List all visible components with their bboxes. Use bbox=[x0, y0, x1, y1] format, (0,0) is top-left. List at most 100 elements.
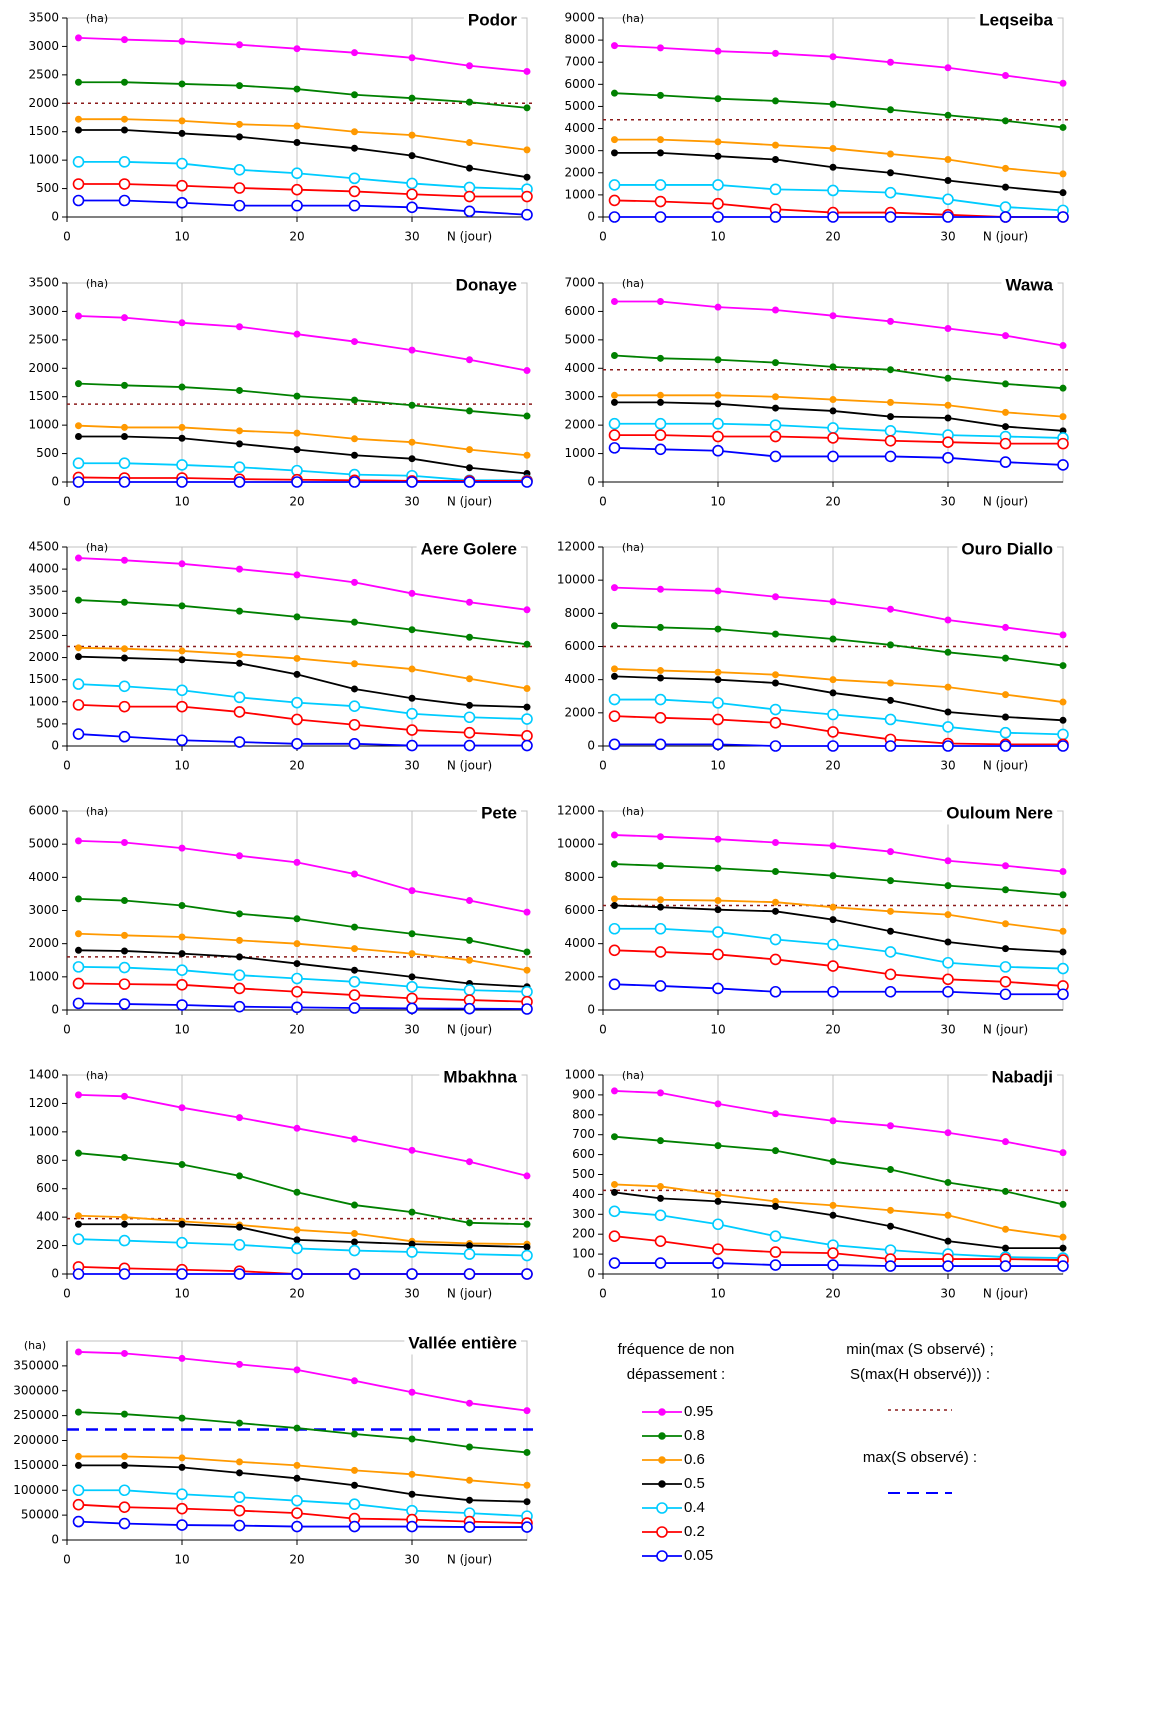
data-point bbox=[1003, 165, 1009, 171]
data-point bbox=[943, 974, 953, 984]
series-line bbox=[79, 437, 528, 474]
data-point bbox=[409, 1209, 415, 1215]
data-point bbox=[292, 739, 302, 749]
data-point bbox=[656, 739, 666, 749]
chart-title: Podor bbox=[468, 10, 517, 29]
data-point bbox=[294, 614, 300, 620]
data-point bbox=[524, 413, 530, 419]
data-point bbox=[830, 690, 836, 696]
legend-marker bbox=[657, 1527, 667, 1537]
data-point bbox=[886, 969, 896, 979]
data-point bbox=[237, 1115, 243, 1121]
series-line bbox=[615, 716, 1064, 744]
data-point bbox=[886, 741, 896, 751]
data-point bbox=[522, 1522, 532, 1532]
data-point bbox=[177, 1269, 187, 1279]
data-point bbox=[237, 441, 243, 447]
data-point bbox=[177, 159, 187, 169]
data-point bbox=[828, 185, 838, 195]
y-tick-label: 6000 bbox=[564, 304, 595, 318]
data-point bbox=[888, 697, 894, 703]
data-point bbox=[830, 904, 836, 910]
data-point bbox=[352, 967, 358, 973]
series-line bbox=[79, 1465, 528, 1501]
data-point bbox=[943, 453, 953, 463]
data-point bbox=[945, 883, 951, 889]
data-point bbox=[352, 1482, 358, 1488]
data-point bbox=[409, 1491, 415, 1497]
data-point bbox=[888, 59, 894, 65]
data-point bbox=[237, 660, 243, 666]
data-point bbox=[179, 657, 185, 663]
data-point bbox=[658, 897, 664, 903]
data-point bbox=[713, 180, 723, 190]
x-tick-label: 30 bbox=[940, 1287, 955, 1301]
data-point bbox=[612, 1189, 618, 1195]
data-point bbox=[407, 1003, 417, 1013]
series-line bbox=[615, 185, 1064, 210]
data-point bbox=[1001, 1261, 1011, 1271]
data-point bbox=[945, 939, 951, 945]
x-tick-label: 10 bbox=[174, 1287, 189, 1301]
data-point bbox=[830, 397, 836, 403]
y-tick-label: 3500 bbox=[28, 11, 59, 25]
series-line bbox=[79, 1239, 528, 1255]
data-point bbox=[888, 367, 894, 373]
y-tick-label: 3000 bbox=[28, 606, 59, 620]
legend-label: 0.6 bbox=[684, 1451, 705, 1468]
data-point bbox=[610, 180, 620, 190]
data-point bbox=[235, 1269, 245, 1279]
y-tick-label: 1500 bbox=[28, 389, 59, 403]
data-point bbox=[612, 352, 618, 358]
data-point bbox=[524, 368, 530, 374]
y-tick-label: 1500 bbox=[28, 124, 59, 138]
data-point bbox=[713, 199, 723, 209]
y-tick-label: 1000 bbox=[28, 1124, 59, 1138]
data-point bbox=[658, 92, 664, 98]
data-point bbox=[713, 1258, 723, 1268]
data-point bbox=[235, 1492, 245, 1502]
data-point bbox=[945, 1212, 951, 1218]
data-point bbox=[773, 405, 779, 411]
data-point bbox=[524, 1408, 530, 1414]
data-point bbox=[409, 439, 415, 445]
x-tick-label: 20 bbox=[825, 495, 840, 509]
data-point bbox=[522, 1004, 532, 1014]
data-point bbox=[409, 132, 415, 138]
data-point bbox=[179, 1355, 185, 1361]
y-axis-label: (ha) bbox=[86, 541, 108, 554]
data-point bbox=[830, 843, 836, 849]
data-point bbox=[409, 1147, 415, 1153]
data-point bbox=[294, 916, 300, 922]
data-point bbox=[715, 669, 721, 675]
data-point bbox=[830, 873, 836, 879]
data-point bbox=[122, 1462, 128, 1468]
y-tick-label: 150000 bbox=[13, 1458, 59, 1472]
data-point bbox=[74, 1485, 84, 1495]
y-tick-label: 3000 bbox=[28, 304, 59, 318]
data-point bbox=[522, 714, 532, 724]
data-point bbox=[294, 572, 300, 578]
x-tick-label: 20 bbox=[289, 1553, 304, 1567]
data-point bbox=[656, 695, 666, 705]
data-point bbox=[409, 590, 415, 596]
data-point bbox=[524, 1482, 530, 1488]
x-tick-label: 0 bbox=[599, 495, 607, 509]
y-tick-label: 6000 bbox=[564, 77, 595, 91]
data-point bbox=[292, 714, 302, 724]
data-point bbox=[945, 858, 951, 864]
data-point bbox=[828, 1260, 838, 1270]
data-point bbox=[350, 173, 360, 183]
y-tick-label: 300000 bbox=[13, 1383, 59, 1397]
data-point bbox=[943, 1261, 953, 1271]
data-point bbox=[658, 1090, 664, 1096]
data-point bbox=[294, 1367, 300, 1373]
data-point bbox=[179, 903, 185, 909]
y-tick-label: 4500 bbox=[28, 540, 59, 554]
data-point bbox=[235, 692, 245, 702]
data-point bbox=[352, 946, 358, 952]
data-point bbox=[830, 1118, 836, 1124]
series-line bbox=[615, 626, 1064, 666]
data-point bbox=[771, 1231, 781, 1241]
data-point bbox=[888, 908, 894, 914]
